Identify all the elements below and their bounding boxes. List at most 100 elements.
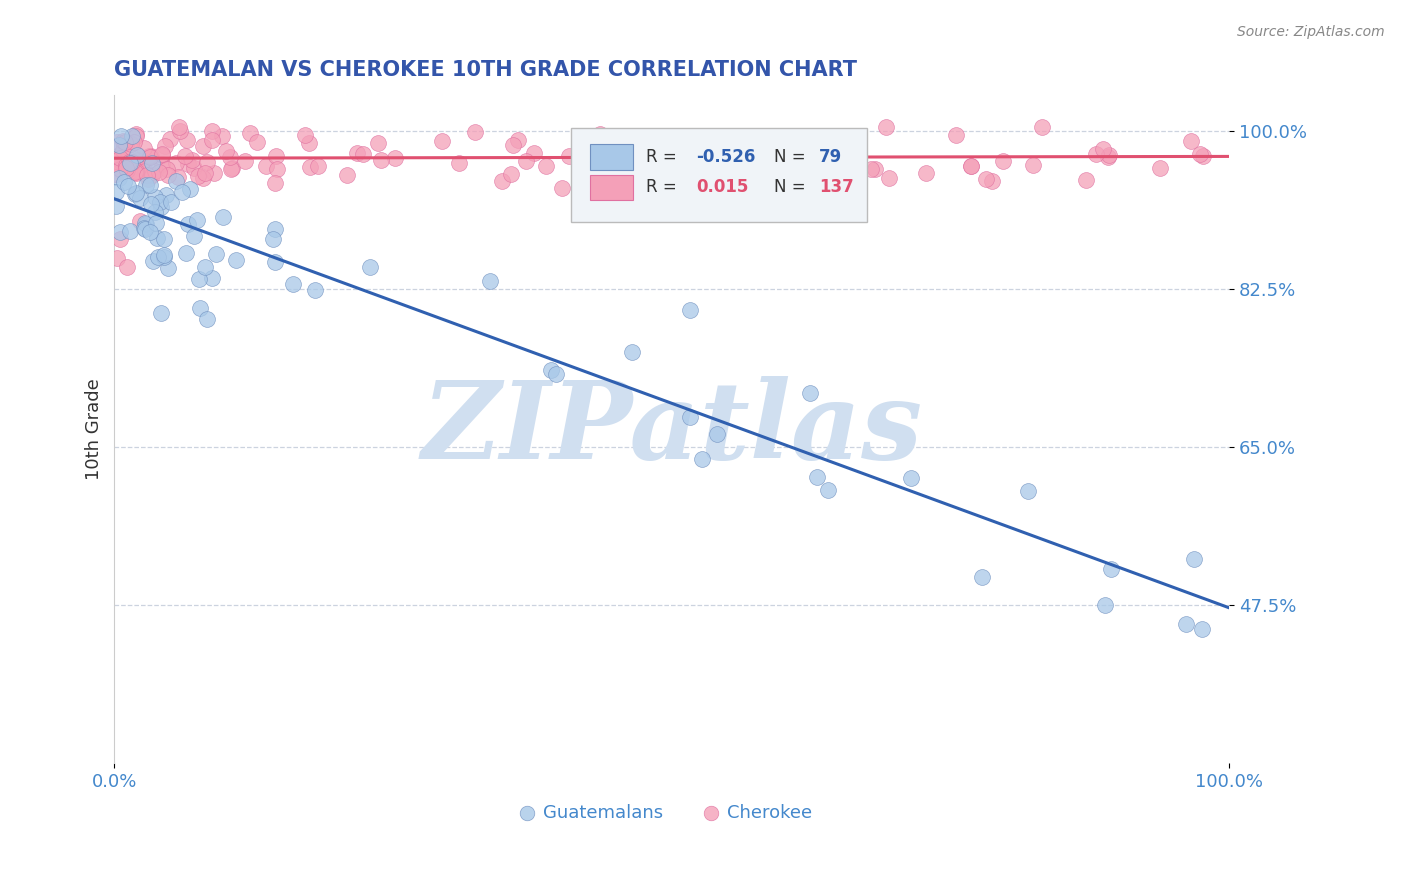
Point xyxy=(156,161,179,176)
Point xyxy=(491,174,513,188)
Point xyxy=(153,232,176,246)
Point xyxy=(195,312,218,326)
Point xyxy=(865,162,887,177)
Point xyxy=(183,161,205,176)
Text: GUATEMALAN VS CHEROKEE 10TH GRADE CORRELATION CHART: GUATEMALAN VS CHEROKEE 10TH GRADE CORREL… xyxy=(114,60,858,79)
Point xyxy=(104,167,127,181)
Point xyxy=(139,149,162,163)
Point xyxy=(614,172,637,186)
Point xyxy=(960,159,983,173)
Point xyxy=(105,251,128,265)
Point xyxy=(135,178,157,192)
Point xyxy=(128,191,150,205)
Point xyxy=(167,120,190,134)
Point xyxy=(179,182,201,196)
Point xyxy=(1191,622,1213,636)
Point xyxy=(201,271,224,285)
Point xyxy=(139,150,162,164)
Point xyxy=(120,136,142,151)
Point xyxy=(176,132,198,146)
Point xyxy=(193,170,215,185)
Point xyxy=(875,120,897,135)
Point xyxy=(118,155,141,169)
Point xyxy=(124,186,146,201)
Point xyxy=(449,156,471,170)
Point xyxy=(125,186,148,200)
Point xyxy=(121,128,143,143)
Point xyxy=(359,260,381,275)
Point xyxy=(367,136,389,150)
Point xyxy=(146,250,169,264)
Point xyxy=(1191,149,1213,163)
Point xyxy=(1175,617,1198,632)
Point xyxy=(981,174,1004,188)
Point xyxy=(915,166,938,180)
Point xyxy=(307,159,329,173)
Point xyxy=(132,221,155,235)
Point xyxy=(124,135,146,149)
Point xyxy=(1182,552,1205,566)
Point xyxy=(153,250,176,264)
Point xyxy=(125,163,148,178)
Point xyxy=(551,181,574,195)
Point xyxy=(167,169,190,184)
Point xyxy=(183,228,205,243)
Point xyxy=(212,210,235,224)
Point xyxy=(266,161,288,176)
Text: Guatemalans: Guatemalans xyxy=(544,804,664,822)
Point xyxy=(706,427,728,442)
Point xyxy=(263,221,285,235)
Point xyxy=(118,155,141,169)
Point xyxy=(148,194,170,209)
Point xyxy=(1149,161,1171,175)
Point xyxy=(254,159,277,173)
Point xyxy=(115,163,138,178)
Point xyxy=(170,185,193,199)
Point xyxy=(174,149,197,163)
Point xyxy=(110,128,132,143)
Point xyxy=(799,386,821,401)
Point xyxy=(502,138,524,153)
Point xyxy=(204,247,226,261)
Point xyxy=(1022,158,1045,172)
Point xyxy=(105,185,128,199)
Point xyxy=(122,155,145,169)
Point xyxy=(202,166,225,180)
Point xyxy=(298,136,321,150)
Point xyxy=(654,146,676,161)
Point xyxy=(730,170,752,185)
Point xyxy=(157,168,180,182)
Point xyxy=(540,362,562,376)
Text: R =: R = xyxy=(645,148,682,166)
Point xyxy=(143,190,166,204)
Point xyxy=(1099,562,1122,576)
Point xyxy=(127,147,149,161)
Point xyxy=(117,260,139,274)
Point xyxy=(108,170,131,185)
Point xyxy=(655,148,678,162)
Point xyxy=(115,138,138,153)
Point xyxy=(370,153,392,167)
Point xyxy=(264,149,287,163)
Point xyxy=(148,165,170,179)
Point xyxy=(169,124,191,138)
Point xyxy=(264,254,287,268)
Point xyxy=(134,163,156,178)
Point xyxy=(1180,134,1202,148)
Point xyxy=(155,139,177,153)
Point xyxy=(138,149,160,163)
Point xyxy=(239,126,262,140)
Point xyxy=(143,164,166,178)
Point xyxy=(108,138,131,153)
Point xyxy=(145,231,167,245)
Point xyxy=(105,135,128,149)
Point xyxy=(165,156,187,170)
Point xyxy=(636,136,658,150)
Point xyxy=(690,451,713,466)
Point xyxy=(304,283,326,297)
Point xyxy=(534,159,557,173)
Point xyxy=(648,156,671,170)
Point xyxy=(1189,146,1212,161)
Point xyxy=(678,303,700,318)
Point xyxy=(190,301,212,316)
